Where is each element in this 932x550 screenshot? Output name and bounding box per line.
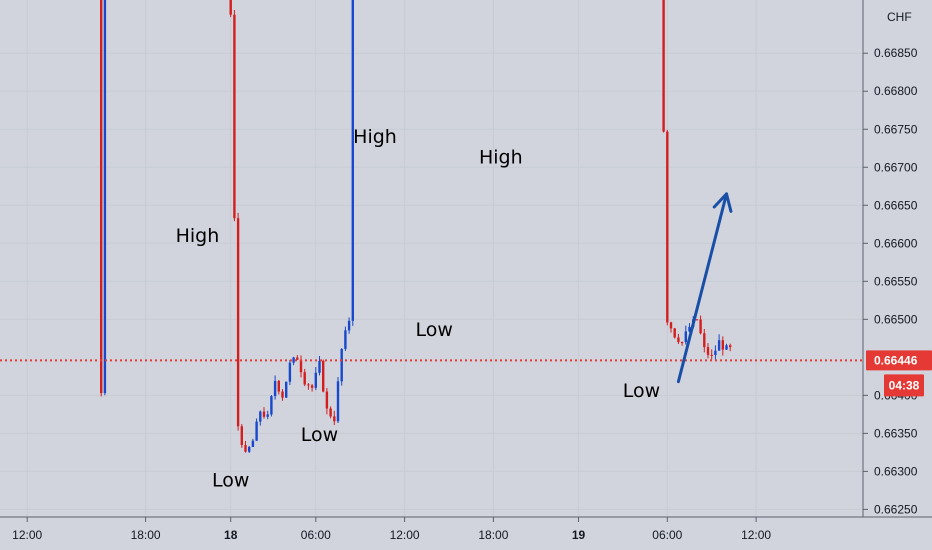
countdown-value: 04:38 <box>889 378 920 392</box>
candle-body <box>288 362 292 382</box>
candle-body <box>688 326 691 332</box>
countdown-badge <box>884 374 924 397</box>
annotation-label: High <box>353 126 397 148</box>
time-tick-label: 12:00 <box>741 528 771 542</box>
candle-body <box>695 319 699 321</box>
candle-body <box>680 342 684 344</box>
time-tick-label: 18:00 <box>131 528 161 542</box>
candle-body <box>322 360 325 392</box>
annotation-label: Low <box>212 470 249 492</box>
candle-body <box>303 372 306 385</box>
currency-label: CHF <box>887 10 912 24</box>
price-tick-label: 0.66650 <box>874 198 918 212</box>
price-axis[interactable]: 0.66850 0.66800 0.66750 0.66700 0.66650 0.666… <box>862 0 932 550</box>
candle-body <box>336 381 340 422</box>
annotation-label: High <box>176 225 220 247</box>
candle-body <box>710 354 713 356</box>
candle-body <box>262 411 266 417</box>
annotations: High Low Low High Low High Low <box>176 126 661 492</box>
price-tick-label: 0.66600 <box>874 236 918 250</box>
price-tick-label: 0.66700 <box>874 160 918 174</box>
candle-body <box>244 445 247 452</box>
candle-body <box>729 345 732 348</box>
candle-body <box>344 330 347 349</box>
forecast-arrow-shaft <box>676 192 728 384</box>
forecast-arrow-head <box>712 192 733 213</box>
candle-body <box>259 411 262 422</box>
time-axis[interactable]: 12:00 18:00 18 06:00 12:00 18:00 19 06:00 12:00 <box>0 516 932 542</box>
candle-body <box>662 0 665 132</box>
price-tick-label: 0.66750 <box>874 122 918 136</box>
candle-body <box>351 0 354 321</box>
candle-body <box>240 426 243 446</box>
candle-body <box>706 347 710 355</box>
candle-body <box>318 360 321 373</box>
time-tick-label: 06:00 <box>301 528 331 542</box>
annotation-label: High <box>479 146 523 168</box>
candle-body <box>229 0 232 15</box>
candle-body <box>270 396 273 415</box>
candle-body <box>255 421 258 441</box>
candle-body <box>251 440 255 447</box>
candle-body <box>233 14 236 219</box>
current-price-badge <box>866 350 932 371</box>
candle-body <box>100 0 103 394</box>
price-tick-label: 0.66250 <box>874 502 918 516</box>
candle-body <box>273 380 277 397</box>
candle-body <box>699 319 702 334</box>
candle-body <box>677 337 680 343</box>
grid <box>0 0 863 517</box>
time-tick-label: 18:00 <box>478 528 508 542</box>
price-tick-label: 0.66850 <box>874 46 918 60</box>
candle-body <box>307 384 310 386</box>
candle-body <box>310 385 314 388</box>
candle-body <box>684 331 687 343</box>
time-tick-label: 06:00 <box>652 528 682 542</box>
time-tick-label: 12:00 <box>12 528 42 542</box>
candle-body <box>277 380 280 392</box>
candle-body <box>236 218 240 427</box>
candle-body <box>721 340 724 350</box>
candle-body <box>673 328 676 338</box>
candle-body <box>714 350 717 356</box>
time-tick-label: 12:00 <box>390 528 420 542</box>
candle-body <box>292 357 295 363</box>
annotation-label: Low <box>623 380 660 402</box>
candle-body <box>325 391 329 409</box>
price-tick-label: 0.66500 <box>874 312 918 326</box>
candle-body <box>248 446 251 452</box>
candle-body <box>669 322 673 329</box>
overlay <box>0 192 863 384</box>
price-tick-label: 0.66300 <box>874 464 918 478</box>
candle-body <box>347 320 351 331</box>
candle-body <box>299 359 303 373</box>
annotation-label: Low <box>415 319 452 341</box>
candle-body <box>281 391 284 398</box>
time-tick-label: 19 <box>572 528 586 542</box>
candle-body <box>266 414 269 417</box>
candle-body <box>329 408 332 417</box>
candle-body <box>314 372 317 388</box>
candle-body <box>285 381 288 398</box>
candle-body <box>296 357 299 360</box>
price-tick-label: 0.66800 <box>874 84 918 98</box>
annotation-label: Low <box>301 424 338 446</box>
candle-body <box>725 345 728 350</box>
candles <box>100 0 732 453</box>
price-axis-background <box>863 0 932 550</box>
candle-body <box>666 131 669 323</box>
current-price-value: 0.66446 <box>874 353 918 367</box>
candle-body <box>103 0 107 394</box>
candle-body <box>340 348 343 382</box>
candle-body <box>703 333 706 348</box>
candle-body <box>333 416 336 422</box>
candle-body <box>717 340 721 351</box>
time-tick-label: 18 <box>224 528 238 542</box>
price-tick-label: 0.66350 <box>874 426 918 440</box>
price-tick-label: 0.66550 <box>874 274 918 288</box>
